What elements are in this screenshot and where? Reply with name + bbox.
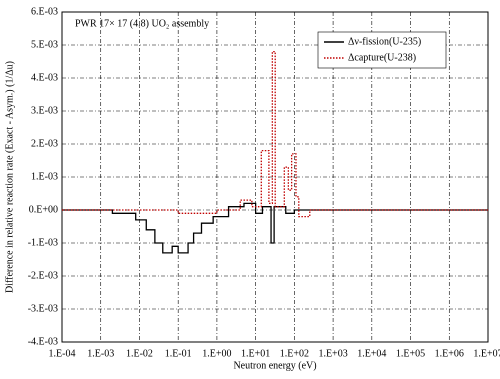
x-tick-label: 1.E+01 bbox=[241, 348, 270, 359]
y-tick-label: -4.E-03 bbox=[28, 336, 58, 347]
y-tick-label: 3.E-03 bbox=[31, 105, 58, 116]
x-tick-label: 1.E+06 bbox=[435, 348, 464, 359]
series-line bbox=[62, 202, 488, 254]
x-tick-label: 1.E+07 bbox=[473, 348, 500, 359]
x-tick-label: 1.E-01 bbox=[165, 348, 192, 359]
x-tick-label: 1.E+02 bbox=[280, 348, 309, 359]
y-axis-label: Difference in relative reaction rate (Ex… bbox=[4, 61, 15, 293]
x-tick-label: 1.E-04 bbox=[49, 348, 76, 359]
y-tick-label: 2.E-03 bbox=[31, 138, 58, 149]
x-tick-label: 1.E-03 bbox=[87, 348, 114, 359]
y-tick-label: 4.E-03 bbox=[31, 72, 58, 83]
x-tick-label: 1.E+00 bbox=[202, 348, 231, 359]
x-tick-label: 1.E-02 bbox=[126, 348, 153, 359]
y-tick-label: -1.E-03 bbox=[28, 237, 58, 248]
x-tick-label: 1.E+03 bbox=[318, 348, 347, 359]
x-axis-label: Neutron energy (eV) bbox=[233, 360, 316, 371]
legend-label: Δν-fission(U-235) bbox=[348, 36, 421, 47]
legend-box bbox=[317, 31, 447, 69]
legend-label: Δcapture(U-238) bbox=[348, 52, 416, 63]
x-tick-label: 1.E+04 bbox=[357, 348, 386, 359]
x-tick-label: 1.E+05 bbox=[396, 348, 425, 359]
y-tick-label: 0.E+00 bbox=[29, 204, 58, 215]
y-tick-label: -2.E-03 bbox=[28, 270, 58, 281]
y-tick-label: 1.E-03 bbox=[31, 171, 58, 182]
series-line bbox=[62, 50, 488, 218]
y-tick-label: 6.E-03 bbox=[31, 6, 58, 17]
y-tick-label: 5.E-03 bbox=[31, 39, 58, 50]
y-tick-label: -3.E-03 bbox=[28, 303, 58, 314]
annotation: PWR 17× 17 (4.8) UO₂ assembly bbox=[75, 18, 209, 29]
plot-frame bbox=[61, 11, 489, 343]
